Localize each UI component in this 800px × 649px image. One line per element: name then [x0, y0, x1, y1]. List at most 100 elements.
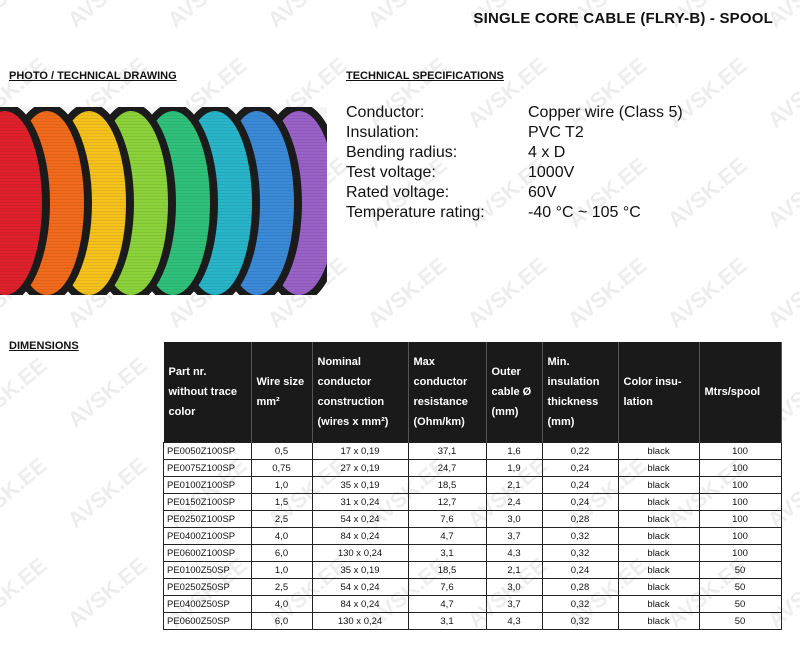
- table-cell: 4,7: [407, 527, 487, 545]
- watermark: AVSK.EE: [562, 252, 652, 333]
- table-cell: 4,3: [485, 612, 543, 630]
- table-cell: PE0075Z100SP: [163, 459, 252, 477]
- table-cell: 1,9: [485, 459, 543, 477]
- table-row: PE0400Z50SP 4,0 84 x 0,24 4,7 3,7 0,32 black 50: [163, 595, 782, 613]
- table-cell: 130 x 0,24: [311, 544, 409, 562]
- table-cell: 1,0: [250, 476, 313, 494]
- spec-value: 4 x D: [528, 144, 566, 161]
- spec-value: -40 °C ~ 105 °C: [528, 204, 641, 221]
- table-cell: 4,0: [250, 595, 313, 613]
- spec-row: Rated voltage: 60V: [346, 183, 683, 203]
- table-cell: 7,6: [407, 510, 487, 528]
- table-cell: 35 x 0,19: [311, 561, 409, 579]
- table-cell: PE0600Z100SP: [163, 544, 252, 562]
- watermark: AVSK.EE: [762, 252, 800, 333]
- table-cell: 3,7: [485, 595, 543, 613]
- table-cell: 3,0: [485, 510, 543, 528]
- table-cell: 0,5: [250, 442, 313, 460]
- table-cell: 0,32: [541, 544, 619, 562]
- table-cell: 0,22: [541, 442, 619, 460]
- table-cell: PE0250Z100SP: [163, 510, 252, 528]
- spec-label: Test voltage:: [346, 164, 436, 181]
- table-cell: 0,32: [541, 527, 619, 545]
- table-cell: PE0100Z100SP: [163, 476, 252, 494]
- table-cell: 100: [698, 493, 782, 511]
- table-cell: PE0150Z100SP: [163, 493, 252, 511]
- spec-value: 60V: [528, 184, 557, 201]
- table-cell: 0,24: [541, 459, 619, 477]
- table-cell: 1,6: [485, 442, 543, 460]
- table-cell: 24,7: [407, 459, 487, 477]
- table-row: PE0150Z100SP 1,5 31 x 0,24 12,7 2,4 0,24 black…: [163, 493, 782, 511]
- table-cell: 4,7: [407, 595, 487, 613]
- column-header: Min. insulation thickness (mm): [542, 342, 619, 443]
- column-header: Mtrs/spool: [699, 342, 782, 443]
- table-cell: 84 x 0,24: [311, 595, 409, 613]
- watermark: AVSK.EE: [662, 252, 752, 333]
- table-cell: 6,0: [250, 612, 313, 630]
- table-row: PE0250Z50SP 2,5 54 x 0,24 7,6 3,0 0,28 black 50: [163, 578, 782, 596]
- spec-label: Insulation:: [346, 124, 419, 141]
- table-cell: 100: [698, 544, 782, 562]
- table-cell: 54 x 0,24: [311, 578, 409, 596]
- watermark: AVSK.EE: [63, 0, 152, 33]
- table-cell: 3,7: [485, 527, 543, 545]
- table-cell: 2,5: [250, 510, 313, 528]
- table-row: PE0600Z100SP 6,0 130 x 0,24 3,1 4,3 0,32 black…: [163, 544, 782, 562]
- table-cell: 27 x 0,19: [311, 459, 409, 477]
- table-cell: PE0100Z50SP: [163, 561, 252, 579]
- spec-row: Bending radius: 4 x D: [346, 143, 683, 163]
- spec-row: Conductor: Copper wire (Class 5): [346, 103, 683, 123]
- table-cell: 2,1: [485, 476, 543, 494]
- table-cell: 35 x 0,19: [311, 476, 409, 494]
- table-cell: 54 x 0,24: [311, 510, 409, 528]
- column-header: Wire size mm²: [251, 342, 313, 443]
- section-specs-heading: TECHNICAL SPECIFICATIONS: [346, 70, 504, 82]
- watermark: AVSK.EE: [362, 252, 452, 333]
- table-cell: 2,4: [485, 493, 543, 511]
- table-cell: 3,1: [407, 612, 487, 630]
- table-cell: 100: [698, 510, 782, 528]
- table-cell: 4,0: [250, 527, 313, 545]
- table-cell: 7,6: [407, 578, 487, 596]
- table-cell: 2,5: [250, 578, 313, 596]
- table-cell: 12,7: [407, 493, 487, 511]
- spec-value: 1000V: [528, 164, 575, 181]
- column-header: Max conductor resistance (Ohm/km): [408, 342, 487, 443]
- table-cell: 1,5: [250, 493, 313, 511]
- table-cell: 18,5: [407, 561, 487, 579]
- table-cell: 3,1: [407, 544, 487, 562]
- spool: [0, 107, 50, 295]
- table-cell: 0,32: [541, 595, 619, 613]
- table-cell: black: [617, 578, 700, 596]
- watermark: AVSK.EE: [762, 52, 800, 133]
- section-photo-heading: PHOTO / TECHNICAL DRAWING: [9, 70, 177, 82]
- table-row: PE0075Z100SP 0,75 27 x 0,19 24,7 1,9 0,24 blac…: [163, 459, 782, 477]
- column-header: Color insu-lation: [618, 342, 700, 443]
- table-cell: PE0600Z50SP: [163, 612, 252, 630]
- table-cell: 50: [698, 561, 782, 579]
- table-cell: 6,0: [250, 544, 313, 562]
- spec-label: Temperature rating:: [346, 204, 485, 221]
- watermark: AVSK.EE: [462, 252, 552, 333]
- table-cell: 50: [698, 612, 782, 630]
- dimensions-table: Part nr. without trace color Wire size mm…: [163, 342, 782, 630]
- table-cell: 100: [698, 527, 782, 545]
- page-title: SINGLE CORE CABLE (FLRY-B) - SPOOL: [473, 10, 773, 27]
- table-cell: 0,24: [541, 493, 619, 511]
- table-row: PE0250Z100SP 2,5 54 x 0,24 7,6 3,0 0,28 black 1…: [163, 510, 782, 528]
- table-cell: 130 x 0,24: [311, 612, 409, 630]
- watermark: AVSK.EE: [0, 452, 52, 533]
- table-cell: 0,28: [541, 510, 619, 528]
- spec-label: Conductor:: [346, 104, 425, 121]
- table-cell: PE0400Z100SP: [163, 527, 252, 545]
- table-cell: black: [617, 476, 700, 494]
- watermark: AVSK.EE: [762, 152, 800, 233]
- table-cell: 0,24: [541, 476, 619, 494]
- table-cell: 50: [698, 595, 782, 613]
- watermark: AVSK.EE: [62, 352, 152, 433]
- technical-specifications: Conductor: Copper wire (Class 5) Insulatio…: [346, 103, 683, 223]
- spec-row: Test voltage: 1000V: [346, 163, 683, 183]
- column-header: Nominal conductor construction (wires x …: [312, 342, 409, 443]
- spec-row: Insulation: PVC T2: [346, 123, 683, 143]
